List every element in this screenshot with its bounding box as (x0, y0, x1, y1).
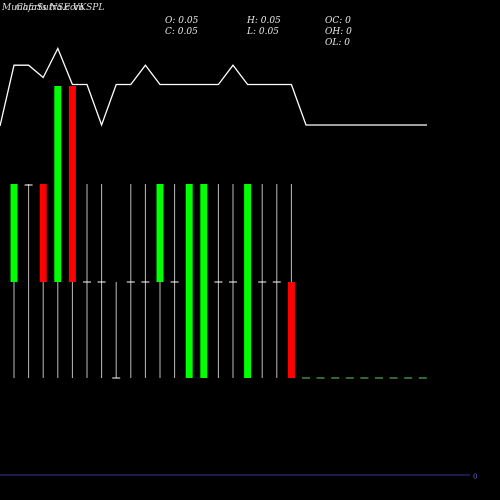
candle-body-group (10, 86, 427, 379)
low-value: L: 0.05 (247, 27, 279, 37)
price-line-group (0, 46, 427, 127)
watermark-text: MunafaSutra.com (2, 3, 84, 13)
candle-body (68, 86, 76, 282)
open-high-value: OH: 0 (325, 27, 352, 37)
open-low-value: OL: 0 (325, 38, 350, 48)
candle-body (10, 184, 18, 282)
candle-body (287, 282, 295, 378)
open-value: O: 0.05 (165, 16, 199, 26)
open-close-value: OC: 0 (325, 16, 351, 26)
close-value: C: 0.05 (165, 27, 198, 37)
bottom-marker: 0 (473, 473, 478, 481)
price-line (0, 46, 427, 127)
high-value: H: 0.05 (247, 16, 281, 26)
candle-body (200, 184, 208, 378)
candle-body (54, 86, 62, 282)
candle-body (185, 184, 193, 378)
candle-body (244, 184, 252, 378)
chart-title: Charts NSE VKSPL (16, 3, 105, 13)
candle-body (156, 184, 164, 282)
candle-body (39, 184, 47, 282)
